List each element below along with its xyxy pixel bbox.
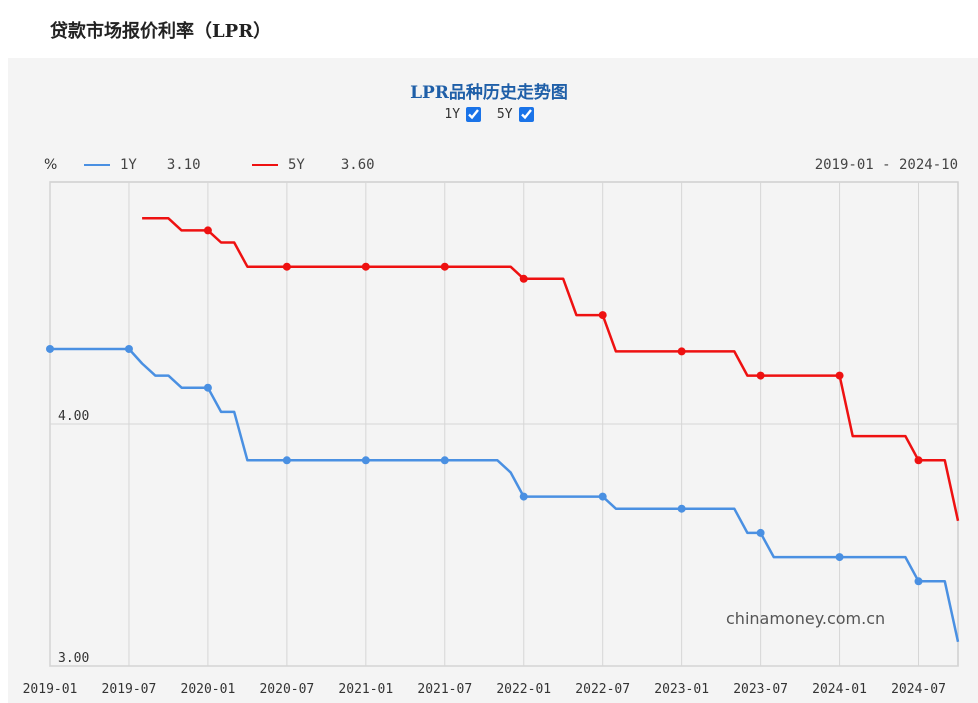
data-point-1y [756, 528, 765, 537]
data-point-1y [203, 383, 212, 392]
legend-5y-swatch [252, 164, 278, 166]
legend-5y-name: 5Y [288, 157, 305, 173]
legend-1y-value: 3.10 [166, 157, 201, 173]
data-point-1y [282, 456, 291, 465]
chart-panel [8, 58, 978, 703]
legend-5y[interactable]: 5Y 3.60 [252, 157, 375, 173]
data-point-5y [914, 456, 923, 465]
series-line-5y [142, 217, 960, 522]
data-point-1y [598, 492, 607, 501]
x-tick-label: 2022-01 [496, 682, 551, 697]
toggle-1y-checkbox[interactable] [466, 107, 482, 122]
toggle-1y[interactable]: 1Y [444, 107, 482, 122]
x-tick-label: 2020-07 [259, 682, 314, 697]
series-line-1y [50, 347, 960, 643]
y-unit-label: % [44, 157, 58, 173]
data-point-1y [124, 344, 133, 353]
x-tick-label: 2022-07 [575, 682, 630, 697]
data-point-5y [203, 226, 212, 235]
watermark: chinamoney.com.cn [726, 609, 886, 628]
toggle-1y-label: 1Y [444, 107, 461, 122]
x-tick-label: 2020-01 [181, 682, 236, 697]
data-point-5y [756, 371, 765, 380]
x-tick-label: 2023-01 [654, 682, 709, 697]
x-tick-label: 2021-01 [338, 682, 393, 697]
series-toggles: 1Y 5Y [0, 107, 978, 122]
date-range-label: 2019-01 - 2024-10 [814, 157, 958, 173]
x-tick-label: 2023-07 [733, 682, 788, 697]
toggle-5y-label: 5Y [496, 107, 513, 122]
data-point-1y [361, 456, 370, 465]
legend-5y-value: 3.60 [340, 157, 375, 173]
legend-1y[interactable]: 1Y 3.10 [84, 157, 201, 173]
toggle-5y-checkbox[interactable] [518, 107, 534, 122]
page-title: 贷款市场报价利率（LPR） [50, 21, 272, 42]
data-point-5y [598, 311, 607, 320]
legend-1y-name: 1Y [120, 157, 137, 173]
toggle-5y[interactable]: 5Y [497, 107, 534, 122]
data-point-5y [282, 262, 291, 271]
y-tick-label: 4.00 [58, 409, 89, 424]
y-tick-label: 3.00 [58, 651, 89, 666]
data-point-5y [440, 262, 449, 271]
data-point-5y [519, 274, 528, 283]
x-tick-label: 2024-01 [812, 682, 867, 697]
data-point-1y [835, 553, 844, 562]
data-point-1y [914, 577, 923, 586]
x-tick-label: 2019-07 [102, 682, 157, 697]
data-point-1y [46, 344, 54, 353]
chart-title: LPR品种历史走势图 [410, 83, 568, 103]
data-point-1y [519, 492, 528, 501]
data-point-5y [361, 262, 370, 271]
x-tick-label: 2021-07 [417, 682, 472, 697]
data-point-1y [677, 504, 686, 513]
data-point-5y [677, 347, 686, 356]
data-point-1y [440, 456, 449, 465]
data-point-5y [835, 371, 844, 380]
legend-1y-swatch [84, 164, 110, 166]
x-tick-label: 2024-07 [891, 682, 946, 697]
x-tick-label: 2019-01 [23, 682, 78, 697]
